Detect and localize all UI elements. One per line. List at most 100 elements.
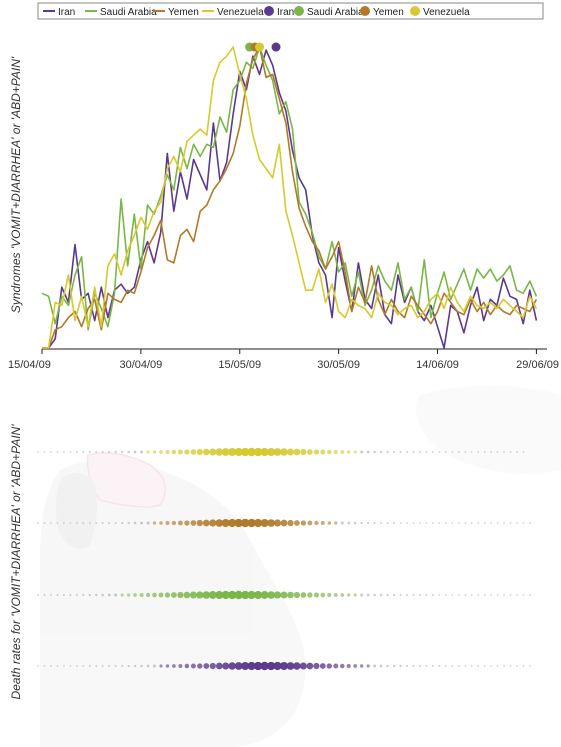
dot-saudi-arabia <box>405 593 409 597</box>
dot-saudi-arabia <box>483 594 486 596</box>
dot-saudi-arabia <box>360 593 364 597</box>
dot-yemen <box>327 521 332 525</box>
dot-saudi-arabia <box>133 593 137 597</box>
dot-yemen <box>69 522 72 524</box>
dot-venezuela <box>95 451 98 453</box>
dot-venezuela <box>313 449 320 455</box>
dot-venezuela <box>320 449 326 455</box>
dot-yemen <box>457 522 460 524</box>
dot-saudi-arabia <box>470 594 473 596</box>
dot-yemen <box>432 522 434 524</box>
dot-saudi-arabia <box>145 592 151 598</box>
dot-yemen <box>133 521 137 525</box>
dot-saudi-arabia <box>43 594 46 596</box>
dot-iran <box>438 665 441 667</box>
dot-saudi-arabia <box>171 592 177 598</box>
dot-saudi-arabia <box>373 593 376 597</box>
legend-dot-label-iran: Iran <box>277 7 294 18</box>
dot-yemen <box>320 521 325 525</box>
dot-venezuela <box>346 450 351 454</box>
dot-iran <box>326 663 332 669</box>
dot-iran <box>159 664 163 668</box>
dot-venezuela <box>267 447 276 457</box>
dot-saudi-arabia <box>254 590 263 600</box>
dot-yemen <box>140 521 143 525</box>
dot-yemen <box>56 522 59 524</box>
dot-iran <box>82 665 85 667</box>
dot-iran <box>451 665 454 667</box>
dot-yemen <box>114 521 117 525</box>
dot-venezuela <box>127 450 130 454</box>
legend-dot-saudi-arabia <box>294 6 304 16</box>
dot-yemen <box>477 522 480 524</box>
dot-saudi-arabia <box>425 594 428 596</box>
dot-venezuela <box>399 450 402 454</box>
dot-yemen <box>75 522 78 524</box>
dot-venezuela <box>49 451 52 453</box>
dot-iran <box>286 662 295 670</box>
dot-saudi-arabia <box>221 590 230 600</box>
dot-venezuela <box>75 451 78 453</box>
dot-iran <box>509 665 512 667</box>
dot-venezuela <box>196 448 203 456</box>
dot-iran <box>373 664 377 668</box>
dot-venezuela <box>451 451 454 453</box>
dot-iran <box>399 664 402 668</box>
dot-iran <box>37 665 39 667</box>
dot-yemen <box>184 520 190 526</box>
dot-saudi-arabia <box>320 592 326 598</box>
dot-iran <box>405 664 409 668</box>
dot-iran <box>62 665 65 667</box>
dot-iran <box>333 663 339 669</box>
dot-saudi-arabia <box>300 592 307 598</box>
legend-dot-label-venezuela: Venezuela <box>423 7 470 18</box>
dot-venezuela <box>140 450 144 454</box>
dot-saudi-arabia <box>101 593 104 597</box>
dot-iran <box>319 663 326 669</box>
dot-saudi-arabia <box>477 594 480 596</box>
dot-venezuela <box>280 448 288 456</box>
dot-venezuela <box>366 450 370 454</box>
dot-saudi-arabia <box>196 591 204 599</box>
dot-saudi-arabia <box>88 593 91 597</box>
dot-yemen <box>62 522 65 524</box>
dot-iran <box>197 663 203 669</box>
dot-venezuela <box>184 449 190 455</box>
dot-iran <box>209 662 216 670</box>
x-tick-label: 14/06/09 <box>416 359 459 371</box>
dot-yemen <box>273 519 282 527</box>
dot-iran <box>121 664 124 668</box>
dot-venezuela <box>509 451 512 453</box>
dot-venezuela <box>353 450 357 454</box>
dot-iran <box>293 662 301 670</box>
dot-yemen <box>399 522 402 524</box>
dot-yemen <box>247 518 256 528</box>
dot-venezuela <box>146 450 150 454</box>
x-tick-label: 15/04/09 <box>8 359 51 371</box>
dot-saudi-arabia <box>95 593 98 597</box>
dot-iran <box>75 665 78 667</box>
dot-saudi-arabia <box>82 593 85 597</box>
dot-yemen <box>108 521 111 525</box>
dot-iran <box>412 664 415 668</box>
dot-row-iran <box>37 661 531 671</box>
dot-venezuela <box>215 448 224 456</box>
dot-yemen <box>503 522 505 524</box>
dot-iran <box>266 661 276 671</box>
dot-iran <box>273 661 282 671</box>
dot-yemen <box>386 522 389 524</box>
dot-saudi-arabia <box>164 592 171 598</box>
dot-iran <box>95 665 98 667</box>
dot-iran <box>228 662 236 670</box>
legend-dot-yemen <box>360 6 370 16</box>
dot-venezuela <box>431 451 434 453</box>
dot-yemen <box>393 522 396 524</box>
dot-iran <box>516 665 518 667</box>
dot-saudi-arabia <box>126 593 131 597</box>
dot-saudi-arabia <box>340 593 345 597</box>
dot-iran <box>477 665 480 667</box>
dot-iran <box>306 662 314 670</box>
dot-saudi-arabia <box>69 593 72 597</box>
dot-venezuela <box>171 449 177 455</box>
dot-yemen <box>464 522 467 524</box>
